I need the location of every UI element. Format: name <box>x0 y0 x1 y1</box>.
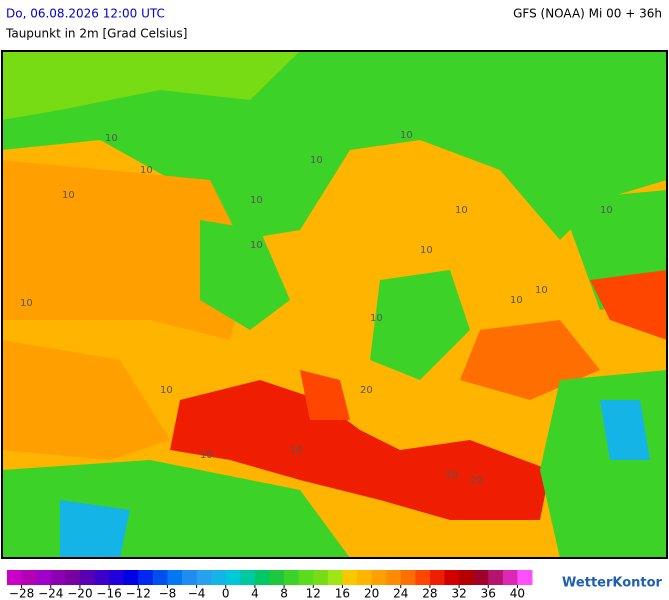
contour-label: 10 <box>400 130 413 141</box>
contour-label: 10 <box>290 445 303 456</box>
contour-label: 10 <box>62 190 75 201</box>
colorbar-label: 28 <box>422 587 437 600</box>
colorbar-swatch <box>79 570 95 585</box>
colorbar-label: 4 <box>251 587 259 600</box>
contour-label: 10 <box>445 470 458 481</box>
colorbar-label: 0 <box>222 587 230 600</box>
contour-label: 20 <box>360 385 373 396</box>
colorbar-swatch <box>284 570 300 585</box>
colorbar-label: 16 <box>335 587 350 600</box>
colorbar-swatch <box>211 570 227 585</box>
colorbar-label: 24 <box>393 587 408 600</box>
contour-label: 10 <box>250 195 263 206</box>
contour-label: 10 <box>20 298 33 309</box>
colorbar-label: 12 <box>306 587 321 600</box>
colorbar-swatch <box>357 570 373 585</box>
contour-label: 10 <box>600 205 613 216</box>
contour-label: 10 <box>250 240 263 251</box>
contour-label: 10 <box>140 165 153 176</box>
contour-label: 10 <box>200 450 213 461</box>
contour-label: 10 <box>105 133 118 144</box>
colorbar-swatch <box>502 570 518 585</box>
contour-label: 10 <box>160 385 173 396</box>
contour-label: 20 <box>470 475 483 486</box>
colorbar-label: −16 <box>96 587 121 600</box>
colorbar-swatch <box>109 570 125 585</box>
contour-label: 10 <box>535 285 548 296</box>
colorbar-label: 40 <box>510 587 525 600</box>
colorbar-swatch <box>196 570 212 585</box>
contour-label: 10 <box>455 205 468 216</box>
colorbar-swatch <box>313 570 329 585</box>
colorbar-swatch <box>444 570 460 585</box>
colorbar-swatch <box>429 570 445 585</box>
colorbar-swatch <box>167 570 183 585</box>
map-area <box>2 51 667 558</box>
colorbar-swatch <box>240 570 256 585</box>
colorbar-swatch <box>123 570 139 585</box>
colorbar-swatch <box>459 570 475 585</box>
parameter-label: Taupunkt in 2m [Grad Celsius] <box>5 27 187 41</box>
contour-label: 10 <box>420 245 433 256</box>
colorbar-swatch <box>182 570 198 585</box>
colorbar-swatch <box>138 570 154 585</box>
colorbar-label: −12 <box>126 587 151 600</box>
colorbar-swatch <box>371 570 387 585</box>
model-label: GFS (NOAA) Mi 00 + 36h <box>513 7 662 21</box>
colorbar-swatch <box>386 570 402 585</box>
colorbar-label: 20 <box>364 587 379 600</box>
colorbar-swatch <box>473 570 489 585</box>
colorbar-swatch <box>488 570 504 585</box>
colorbar-label: −24 <box>38 587 63 600</box>
colorbar-swatch <box>65 570 81 585</box>
colorbar-label: 32 <box>451 587 466 600</box>
date-label: Do, 06.08.2026 12:00 UTC <box>6 7 165 21</box>
colorbar-swatch <box>517 570 533 585</box>
colorbar-swatch <box>225 570 241 585</box>
colorbar-swatch <box>415 570 431 585</box>
contour-label: 10 <box>510 295 523 306</box>
logo: WetterKontor <box>562 576 663 591</box>
contour-label: 10 <box>370 313 383 324</box>
colorbar-label: 8 <box>280 587 288 600</box>
colorbar-swatch <box>327 570 343 585</box>
colorbar-swatch <box>21 570 37 585</box>
map-frame <box>1 50 668 559</box>
colorbar-swatch <box>36 570 52 585</box>
colorbar-swatch <box>269 570 285 585</box>
colorbar-label: −8 <box>159 587 177 600</box>
colorbar-swatch <box>298 570 314 585</box>
colorbar-swatch <box>254 570 270 585</box>
colorbar-swatch <box>342 570 358 585</box>
colorbar-swatch <box>94 570 110 585</box>
contour-label: 10 <box>310 155 323 166</box>
colorbar-swatch <box>7 570 23 585</box>
colorbar-label: −20 <box>67 587 92 600</box>
colorbar-swatch <box>50 570 66 585</box>
colorbar-label: 36 <box>481 587 496 600</box>
colorbar-swatch <box>400 570 416 585</box>
colorbar-label: −4 <box>188 587 206 600</box>
colorbar-swatch <box>152 570 168 585</box>
colorbar-label: −28 <box>9 587 34 600</box>
